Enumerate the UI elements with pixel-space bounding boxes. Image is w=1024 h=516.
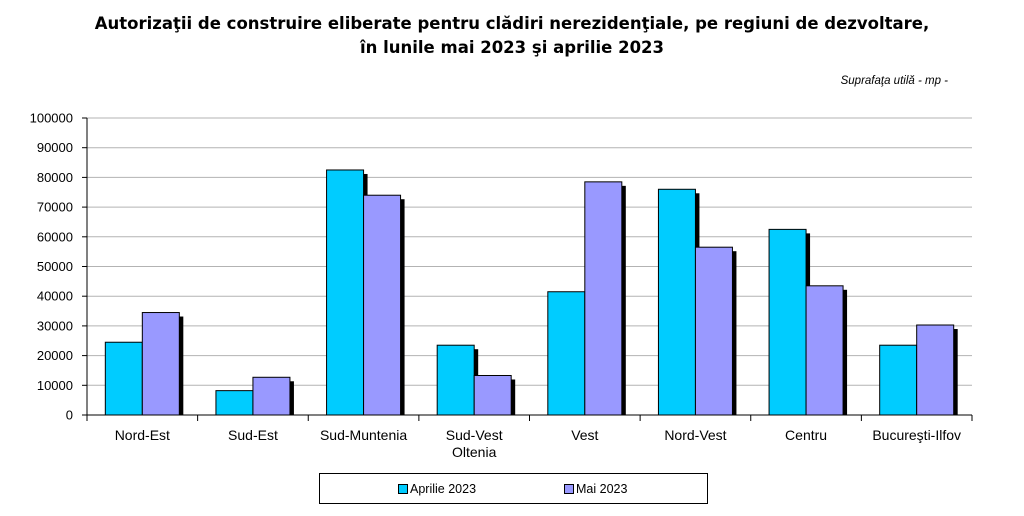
x-category-label: Nord-Est <box>115 427 170 443</box>
y-tick-label: 0 <box>66 408 73 423</box>
x-category-label: Sud-Est <box>228 427 278 443</box>
y-tick-label: 10000 <box>37 378 73 393</box>
unit-note: Suprafaţa utilă - mp - <box>840 75 948 87</box>
x-category-label: Oltenia <box>452 444 497 460</box>
bar-series-2 <box>916 324 955 416</box>
y-tick-label: 70000 <box>37 200 73 215</box>
chart-title-line-1: Autorizaţii de construire eliberate pent… <box>94 14 930 33</box>
x-category-label: Sud-Muntenia <box>320 427 407 443</box>
y-tick-label: 30000 <box>37 318 73 333</box>
y-tick-label: 90000 <box>37 140 73 155</box>
chart-title-line-2: în lunile mai 2023 şi aprilie 2023 <box>359 38 665 57</box>
legend-swatch-series-1 <box>398 484 408 494</box>
x-category-label: Nord-Vest <box>664 427 726 443</box>
y-tick-label: 20000 <box>37 348 73 363</box>
bar-series-2 <box>694 246 733 416</box>
legend-item-series-1: Aprilie 2023 <box>398 482 476 496</box>
bar-series-2 <box>805 285 844 416</box>
y-tick-label: 80000 <box>37 170 73 185</box>
bar-series-1 <box>215 390 254 416</box>
legend-item-series-2: Mai 2023 <box>564 482 627 496</box>
bar-series-1 <box>326 169 365 416</box>
x-category-label: Centru <box>785 427 827 443</box>
bar-series-1 <box>104 341 143 416</box>
legend-label-series-2: Mai 2023 <box>576 482 628 496</box>
bar-series-1 <box>657 188 696 416</box>
x-category-label: Sud-Vest <box>446 427 503 443</box>
bar-series-2 <box>584 181 623 416</box>
legend-label-series-1: Aprilie 2023 <box>410 482 477 496</box>
bar-series-2 <box>141 312 180 416</box>
y-tick-label: 50000 <box>37 259 73 274</box>
x-category-label: Bucureşti-Ilfov <box>872 427 961 443</box>
bar-series-1 <box>547 291 586 416</box>
bar-series-1 <box>768 228 807 416</box>
legend: Aprilie 2023 Mai 2023 <box>319 473 708 504</box>
y-tick-label: 100000 <box>30 111 73 126</box>
bar-series-1 <box>879 344 918 416</box>
chart-title: Autorizaţii de construire eliberate pent… <box>0 12 1024 60</box>
y-tick-label: 40000 <box>37 289 73 304</box>
legend-swatch-series-2 <box>564 484 574 494</box>
bar-series-2 <box>473 374 512 416</box>
bar-series-2 <box>252 376 291 416</box>
bar-series-2 <box>363 194 402 416</box>
x-category-label: Vest <box>571 427 598 443</box>
y-tick-label: 60000 <box>37 229 73 244</box>
bar-series-1 <box>436 344 475 416</box>
